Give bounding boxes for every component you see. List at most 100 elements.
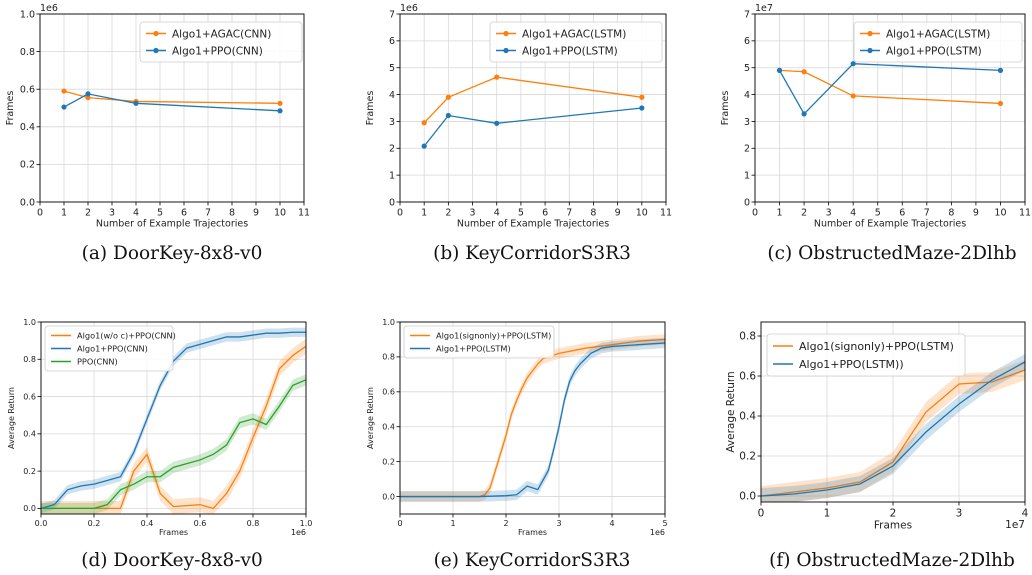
x-tick-label: 10 <box>274 208 286 219</box>
x-axis-label: Number of Example Trajectories <box>814 218 966 229</box>
x-tick-label: 1 <box>777 208 783 219</box>
legend-marker <box>503 30 509 37</box>
x-tick-label: 1.0 <box>300 519 313 528</box>
chart-svg-f: 0 1 2 3 4 0.0 0.2 0.4 0.6 0.8 1e7 Frames Average Ret… <box>725 321 1029 532</box>
y-tick-label: 0.6 <box>382 388 395 397</box>
legend-label: Algo1+AGAC(LSTM) <box>522 28 626 40</box>
y-tick-label: 6 <box>744 36 750 47</box>
y-tick-label: 1.0 <box>23 318 36 327</box>
x-tick-label: 5 <box>875 208 881 219</box>
chart-svg-d: 0.0 0.2 0.4 0.6 0.8 1.00.00.20.40.60.81.01e6F… <box>7 318 313 537</box>
series-line-1 <box>760 361 1026 497</box>
y-tick-label: 0.2 <box>739 451 756 463</box>
y-tick-label: 0.4 <box>382 423 395 432</box>
axis-offset-label: 1e6 <box>650 528 665 537</box>
x-tick-label: 6 <box>899 208 905 219</box>
data-point <box>85 95 91 101</box>
data-point <box>494 74 500 80</box>
chart-panel-b: 0 1 2 3 4 5 6 7 8 9 10 11 0 1 2 3 4 5 6 7 1e6 Number of Examp… <box>344 0 688 230</box>
y-axis-label: Average Return <box>366 387 375 449</box>
chart-panel-c: 0 1 2 3 4 5 6 7 8 9 10 11 0 1 2 3 4 5 6 7 1e7 Number of Examp… <box>688 0 1032 230</box>
axis-offset-label: 1e6 <box>400 3 418 14</box>
y-tick-label: 0.8 <box>382 353 395 362</box>
series-band-1 <box>400 337 665 502</box>
legend-label: Algo1+PPO(CNN) <box>77 343 148 353</box>
x-tick-label: 1 <box>61 208 67 219</box>
x-tick-label: 0.6 <box>194 519 207 528</box>
y-tick-label: 0.2 <box>23 467 36 476</box>
caption-a: (a) DoorKey-8x8-v0 <box>81 243 263 264</box>
axis-offset-label: 1e6 <box>40 3 58 14</box>
y-axis-label: Frames <box>720 91 731 126</box>
x-tick-label: 0.8 <box>247 519 260 528</box>
caption-c: (c) ObstructedMaze-2Dlhb <box>767 243 1017 264</box>
chart-panel-f: 0 1 2 3 4 0.0 0.2 0.4 0.6 0.8 1e7 Frames Average Ret… <box>688 300 1032 540</box>
caption-d: (d) DoorKey-8x8-v0 <box>81 550 263 571</box>
series-band-1 <box>761 354 1025 502</box>
legend-box <box>766 333 966 377</box>
data-point <box>421 120 427 126</box>
x-tick-label: 4 <box>609 519 614 528</box>
x-tick-label: 2 <box>445 208 451 219</box>
y-tick-label: 4 <box>389 90 395 101</box>
series-line-2 <box>41 379 307 510</box>
y-tick-label: 1 <box>744 170 750 181</box>
x-tick-label: 11 <box>298 208 310 219</box>
x-axis-label: Number of Example Trajectories <box>457 218 609 229</box>
y-tick-label: 0.8 <box>20 47 35 58</box>
data-point <box>421 143 427 149</box>
legend-label: Algo1+PPO(LSTM) <box>436 343 511 353</box>
x-tick-label: 0.4 <box>141 519 154 528</box>
x-tick-label: 9 <box>973 208 979 219</box>
legend-box <box>853 21 1023 63</box>
chart-panel-e: 0 1 2 3 4 5 0.0 0.2 0.4 0.6 0.8 1.0 1e6 Frames Average… <box>344 300 688 540</box>
x-axis-label: Number of Example Trajectories <box>96 218 248 229</box>
x-tick-label: 2 <box>85 208 91 219</box>
axis-offset-label: 1e7 <box>755 3 773 14</box>
x-tick-label: 0 <box>397 208 403 219</box>
series-line-1 <box>40 331 306 510</box>
x-tick-label: 3 <box>956 508 963 520</box>
axis-offset-label: 1e6 <box>291 528 306 537</box>
chart-panel-d: 0.0 0.2 0.4 0.6 0.8 1.0 0.0 0.2 0.4 0.6 0.8 1.0 1e6 F… <box>0 300 344 540</box>
data-point <box>445 112 451 119</box>
legend-box <box>139 21 303 63</box>
plot-frame <box>40 321 307 515</box>
x-tick-label: 1 <box>824 508 831 520</box>
data-point <box>639 105 645 111</box>
data-point <box>801 69 807 75</box>
data-point <box>61 88 67 94</box>
y-tick-label: 0.6 <box>739 371 756 383</box>
x-tick-label: 2 <box>890 508 897 520</box>
y-tick-label: 0.8 <box>739 331 756 343</box>
x-tick-label: 7 <box>205 208 211 219</box>
y-tick-label: 4 <box>744 90 750 101</box>
x-axis-label: Frames <box>518 528 547 537</box>
y-tick-label: 0 <box>389 197 395 208</box>
y-tick-label: 0 <box>744 197 750 208</box>
y-tick-label: 0.8 <box>23 355 36 364</box>
data-point <box>61 104 67 110</box>
x-tick-label: 6 <box>542 208 548 219</box>
y-tick-label: 0.4 <box>23 430 36 439</box>
x-tick-label: 2 <box>801 208 807 219</box>
y-tick-label: 5 <box>389 63 395 74</box>
y-axis-label: Frames <box>365 91 376 126</box>
legend-label: PPO(CNN) <box>77 356 118 366</box>
legend-box <box>403 325 555 359</box>
x-axis-label: Frames <box>874 520 912 532</box>
x-tick-label: 0 <box>758 508 765 520</box>
legend-marker <box>867 30 873 37</box>
x-tick-label: 3 <box>470 208 476 219</box>
series-band-1 <box>41 327 306 514</box>
x-tick-label: 7 <box>924 208 930 219</box>
data-point <box>277 100 283 106</box>
series-line-0 <box>423 76 642 124</box>
x-tick-label: 8 <box>948 208 954 219</box>
x-tick-label: 2 <box>503 519 508 528</box>
y-tick-label: 1 <box>389 170 395 181</box>
y-tick-label: 3 <box>389 117 395 128</box>
series-line-1 <box>63 93 281 112</box>
chart-svg-b: 0 1 2 3 4 5 6 7 8 9 10 11 0 1 2 3 4 5 6 7 1e6 Number of Examp… <box>365 3 672 229</box>
y-tick-label: 0.4 <box>20 122 35 133</box>
